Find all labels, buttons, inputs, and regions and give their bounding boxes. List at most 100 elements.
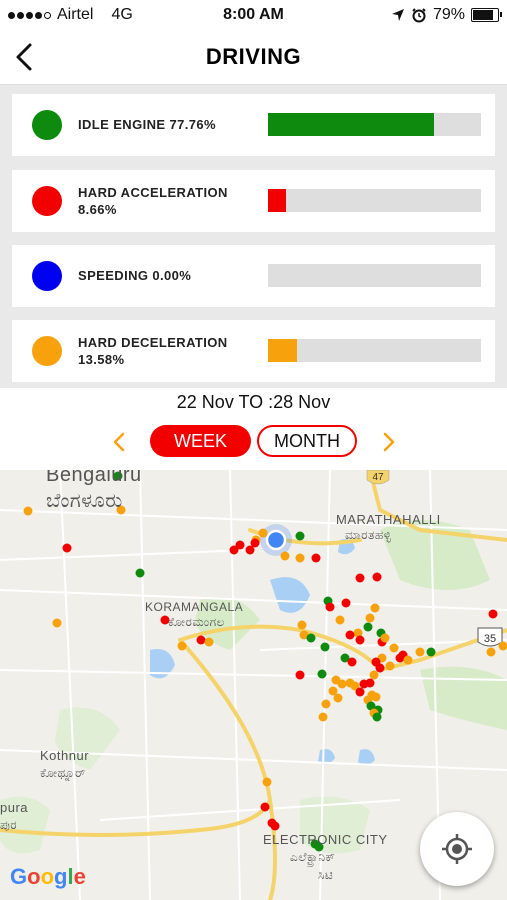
clock: 8:00 AM — [223, 6, 284, 23]
event-marker[interactable] — [177, 641, 187, 651]
event-marker[interactable] — [335, 615, 345, 625]
metric-card-hard-deceleration[interactable]: HARD DECELERATION 13.58% — [12, 320, 495, 382]
month-toggle-button[interactable]: MONTH — [257, 425, 357, 457]
event-marker[interactable] — [355, 687, 365, 697]
event-marker[interactable] — [365, 613, 375, 623]
event-marker[interactable] — [389, 643, 399, 653]
event-marker[interactable] — [341, 598, 351, 608]
event-marker[interactable] — [325, 602, 335, 612]
map-label-electronic-city-kn: ಎಲೆಕ್ಟ್ರಾನಿಕ್ — [290, 850, 336, 864]
event-marker[interactable] — [116, 505, 126, 515]
event-marker[interactable] — [297, 620, 307, 630]
event-marker[interactable] — [372, 572, 382, 582]
event-marker[interactable] — [295, 531, 305, 541]
event-marker[interactable] — [245, 545, 255, 555]
metric-label: HARD DECELERATION 13.58% — [78, 335, 228, 367]
metrics-panel: IDLE ENGINE 77.76% HARD ACCELERATION 8.66… — [0, 85, 507, 388]
event-marker[interactable] — [62, 543, 72, 553]
event-marker[interactable] — [369, 670, 379, 680]
event-marker[interactable] — [321, 699, 331, 709]
event-marker[interactable] — [370, 603, 380, 613]
carrier-name: Airtel — [57, 6, 94, 23]
event-marker[interactable] — [229, 545, 239, 555]
event-marker[interactable] — [314, 842, 324, 852]
event-marker[interactable] — [235, 540, 245, 550]
next-period-chevron-icon[interactable] — [380, 432, 398, 452]
events-map[interactable]: 47 35 Bengaluru ಬೆಂಗಳೂರು MARATHAHALLI ಮಾ… — [0, 470, 507, 900]
event-marker[interactable] — [366, 701, 376, 711]
event-marker[interactable] — [363, 622, 373, 632]
event-marker[interactable] — [295, 553, 305, 563]
event-marker[interactable] — [488, 609, 498, 619]
map-label-pura: pura — [0, 800, 29, 815]
event-marker[interactable] — [340, 653, 350, 663]
event-marker[interactable] — [371, 692, 381, 702]
event-marker[interactable] — [318, 712, 328, 722]
event-marker[interactable] — [375, 663, 385, 673]
event-marker[interactable] — [353, 628, 363, 638]
event-marker[interactable] — [270, 821, 280, 831]
event-markers — [23, 471, 507, 852]
event-marker[interactable] — [52, 618, 62, 628]
event-marker[interactable] — [262, 777, 272, 787]
event-marker[interactable] — [23, 506, 33, 516]
hard-acceleration-indicator-dot — [32, 186, 62, 216]
previous-period-chevron-icon[interactable] — [110, 432, 128, 452]
event-marker[interactable] — [311, 553, 321, 563]
status-bar: Airtel 4G 8:00 AM 79% — [0, 0, 507, 32]
event-marker[interactable] — [295, 670, 305, 680]
event-marker[interactable] — [372, 712, 382, 722]
event-marker[interactable] — [385, 661, 395, 671]
event-marker[interactable] — [333, 693, 343, 703]
highway-35-shield-icon: 35 — [477, 627, 503, 647]
event-marker[interactable] — [328, 686, 338, 696]
battery-percent: 79% — [432, 6, 465, 23]
event-marker[interactable] — [350, 681, 360, 691]
event-marker[interactable] — [135, 568, 145, 578]
metric-card-hard-acceleration[interactable]: HARD ACCELERATION 8.66% — [12, 170, 495, 232]
event-marker[interactable] — [260, 802, 270, 812]
event-marker[interactable] — [320, 642, 330, 652]
event-marker[interactable] — [204, 637, 214, 647]
map-label-electronic-city: ELECTRONIC CITY — [263, 832, 388, 847]
map-label-marathahalli: MARATHAHALLI — [336, 512, 441, 527]
event-marker[interactable] — [355, 573, 365, 583]
signal-strength-icon — [8, 11, 51, 19]
event-marker[interactable] — [380, 633, 390, 643]
event-marker[interactable] — [426, 647, 436, 657]
metric-card-speeding[interactable]: SPEEDING 0.00% — [12, 245, 495, 307]
event-marker[interactable] — [317, 669, 327, 679]
event-marker[interactable] — [306, 633, 316, 643]
event-marker[interactable] — [486, 647, 496, 657]
week-toggle-button[interactable]: WEEK — [150, 425, 251, 457]
highway-47-shield-icon: 47 — [366, 470, 390, 485]
event-marker[interactable] — [347, 657, 357, 667]
metric-card-idle-engine[interactable]: IDLE ENGINE 77.76% — [12, 94, 495, 156]
event-marker[interactable] — [415, 647, 425, 657]
back-chevron-icon[interactable] — [10, 40, 40, 74]
svg-text:35: 35 — [484, 633, 496, 645]
event-marker[interactable] — [359, 679, 369, 689]
event-marker[interactable] — [280, 551, 290, 561]
event-marker[interactable] — [355, 635, 365, 645]
event-marker[interactable] — [403, 655, 413, 665]
app-header: DRIVING — [0, 32, 507, 85]
map-label-electronic-city-kn2: ಸಿಟಿ — [318, 868, 334, 882]
date-range-label: 22 Nov TO :28 Nov — [176, 392, 331, 412]
event-marker[interactable] — [160, 615, 170, 625]
speeding-indicator-dot — [32, 261, 62, 291]
event-marker[interactable] — [258, 528, 268, 538]
event-marker[interactable] — [113, 471, 123, 481]
event-marker[interactable] — [337, 679, 347, 689]
alarm-clock-icon — [412, 8, 426, 23]
event-marker[interactable] — [345, 630, 355, 640]
event-marker[interactable] — [196, 635, 206, 645]
map-label-bengaluru-kn: ಬೆಂಗಳೂರು — [46, 490, 123, 512]
map-background: 47 35 — [0, 470, 507, 900]
event-marker[interactable] — [250, 538, 260, 548]
locate-me-button[interactable] — [420, 812, 494, 886]
battery-icon — [471, 8, 502, 22]
event-marker[interactable] — [299, 630, 309, 640]
event-marker[interactable] — [498, 641, 507, 651]
status-right: 79% — [391, 6, 502, 24]
